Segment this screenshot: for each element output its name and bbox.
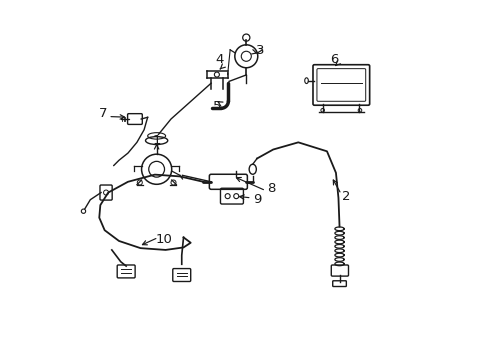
Text: 10: 10 — [155, 233, 172, 246]
Text: 6: 6 — [329, 53, 338, 66]
Text: 8: 8 — [266, 183, 275, 195]
Text: 4: 4 — [215, 53, 223, 66]
Text: 2: 2 — [342, 190, 350, 203]
Text: 7: 7 — [99, 107, 107, 120]
Text: 9: 9 — [252, 193, 261, 206]
Text: 3: 3 — [256, 44, 264, 57]
Text: 1: 1 — [152, 134, 161, 147]
Text: 5: 5 — [213, 100, 222, 113]
